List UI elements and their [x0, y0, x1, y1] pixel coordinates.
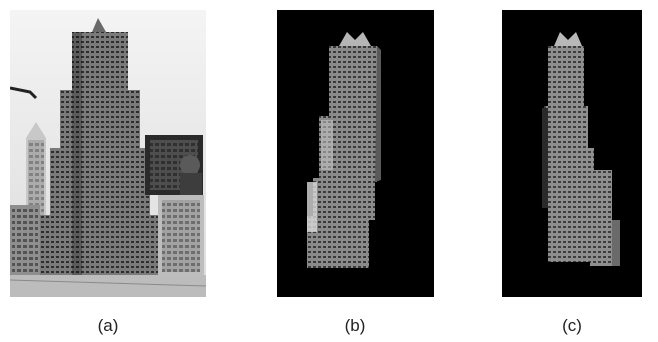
segmented-tower-c [502, 10, 642, 297]
segmented-tower-b [277, 10, 434, 297]
photo-panel-c [502, 10, 642, 297]
caption-b: (b) [344, 316, 366, 335]
main-tower [38, 18, 162, 275]
caption-a: (a) [97, 316, 119, 335]
skyscraper-photo [10, 10, 206, 297]
photo-panel-a [10, 10, 206, 297]
caption-c: (c) [562, 316, 582, 335]
photo-panel-b [277, 10, 434, 297]
